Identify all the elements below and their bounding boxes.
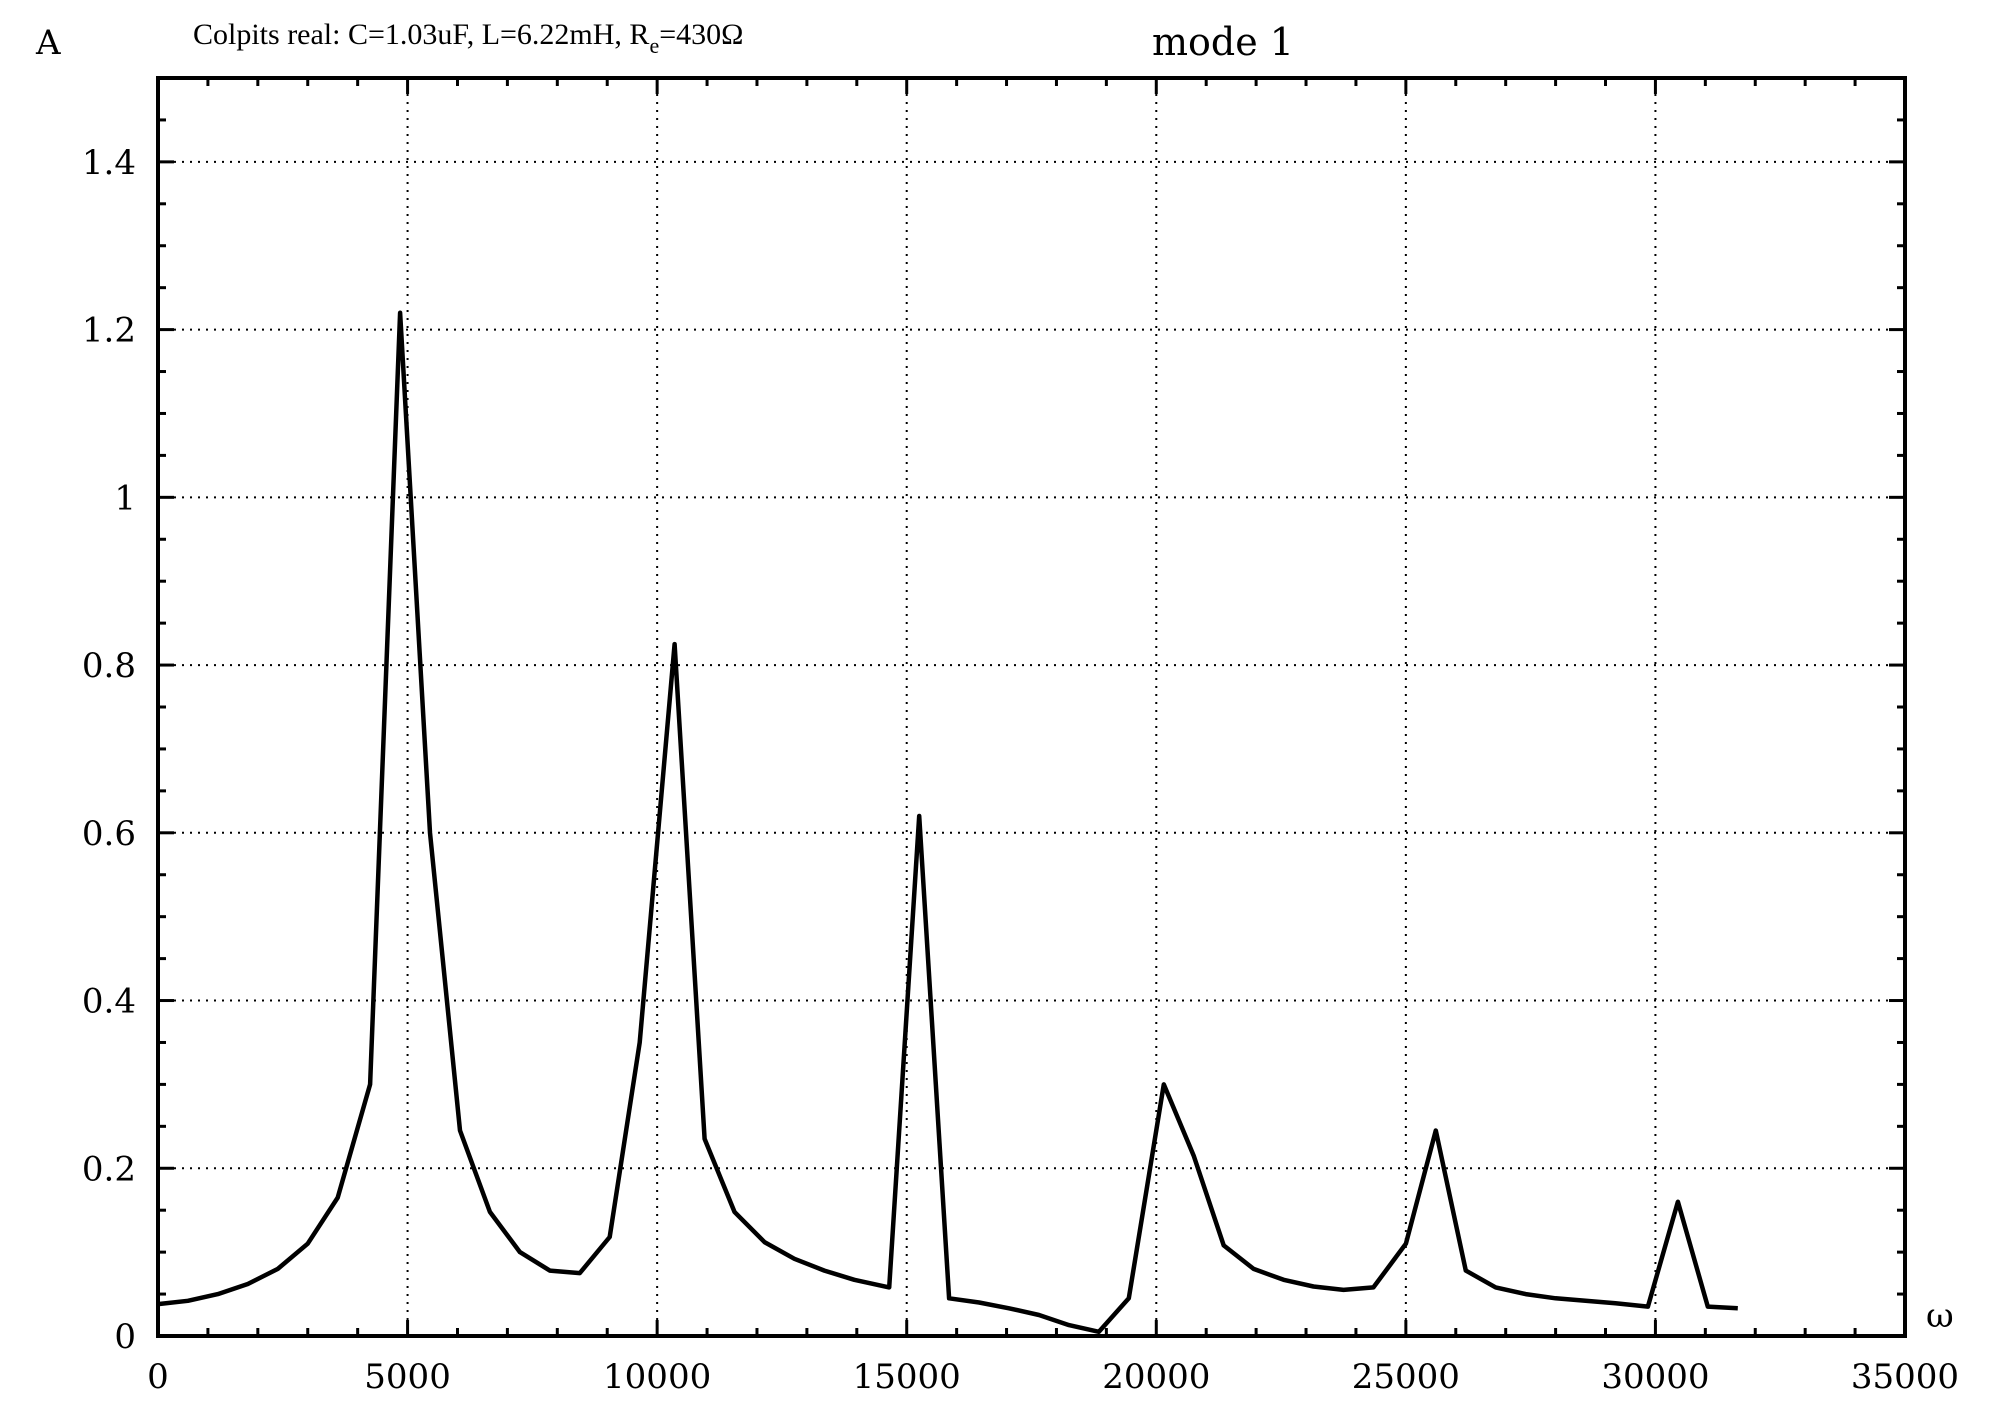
x-tick-label: 0 (147, 1357, 169, 1397)
subtitle-suffix: =430Ω (659, 18, 743, 51)
y-tick-label: 1.2 (82, 311, 136, 351)
x-tick-label: 25000 (1352, 1357, 1460, 1397)
y-tick-label: 0 (114, 1317, 136, 1357)
series-line (157, 310, 1738, 1335)
x-axis-label: ω (1926, 1296, 1954, 1336)
y-tick-label: 0.6 (82, 814, 136, 854)
tick-marks (156, 78, 1907, 1338)
chart-subtitle: Colpits real: C=1.03uF, L=6.22mH, Re=430… (193, 18, 743, 58)
x-tick-label: 35000 (1851, 1357, 1959, 1397)
x-tick-label: 5000 (364, 1357, 451, 1397)
x-tick-label: 30000 (1601, 1357, 1709, 1397)
subtitle-prefix: Colpits real: C=1.03uF, L=6.22mH, R (193, 18, 649, 51)
y-tick-label: 0.4 (82, 982, 136, 1022)
grid-lines (158, 78, 1905, 1336)
y-tick-label: 0.2 (82, 1149, 136, 1189)
x-tick-labels: 0 5000 10000 15000 20000 25000 30000 35000 (147, 1357, 1959, 1397)
chart-title: mode 1 (1152, 20, 1294, 64)
x-tick-label: 15000 (853, 1357, 961, 1397)
subtitle-subscript: e (649, 33, 659, 58)
y-tick-label: 1.4 (82, 143, 136, 183)
x-tick-label: 10000 (603, 1357, 711, 1397)
x-tick-label: 20000 (1102, 1357, 1210, 1397)
series-layer (157, 310, 1738, 1335)
y-tick-label: 1 (114, 478, 136, 518)
plot-frame (156, 76, 1907, 1338)
y-tick-label: 0.8 (82, 646, 136, 686)
y-tick-labels: 0 0.2 0.4 0.6 0.8 1 1.2 1.4 (82, 143, 136, 1357)
y-axis-label: A (35, 23, 61, 63)
